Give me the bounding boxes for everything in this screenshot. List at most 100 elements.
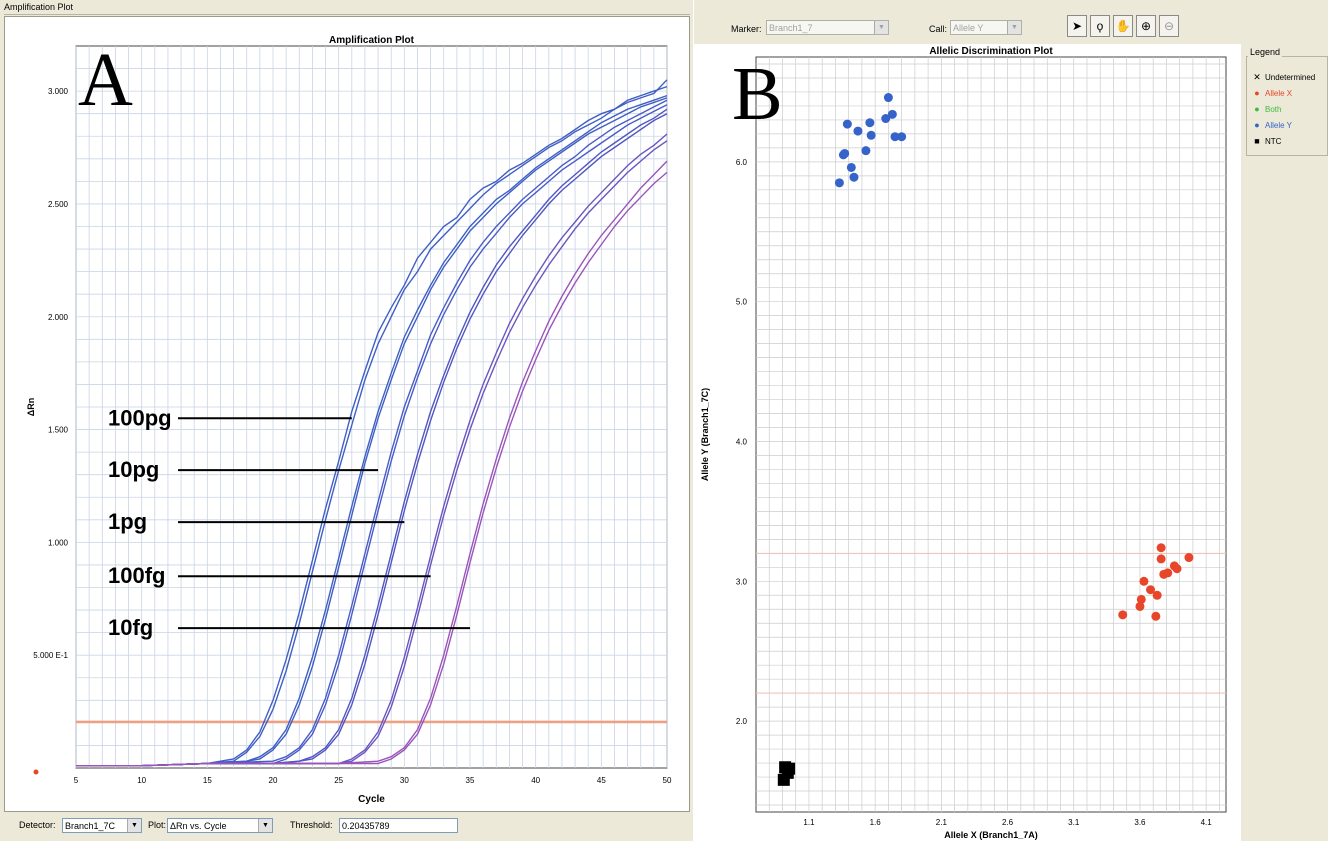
allele-y-point xyxy=(897,132,907,142)
amplification-footer: Detector: Branch1_7C ▼ Plot: ΔRn vs. Cyc… xyxy=(0,812,693,841)
allele-y-point xyxy=(890,132,900,142)
x-tick-label: 3.6 xyxy=(1134,818,1146,827)
x-tick-label: 3.1 xyxy=(1068,818,1080,827)
zoom-out-button[interactable]: ⊖ xyxy=(1159,15,1179,37)
allele-y-point xyxy=(883,93,893,103)
panel-label-a: A xyxy=(78,38,133,122)
legend-item-label: NTC xyxy=(1265,137,1282,146)
legend-item: ■ NTC xyxy=(1252,131,1282,146)
amplification-curve xyxy=(76,113,668,767)
allele-x-point xyxy=(1151,611,1161,621)
concentration-label: 100fg xyxy=(108,563,165,588)
allele-x-point xyxy=(1172,564,1182,574)
chart-title: Allelic Discrimination Plot xyxy=(929,46,1053,57)
lasso-button[interactable]: ϙ xyxy=(1090,15,1110,37)
marker-select[interactable]: Branch1_7 ▼ xyxy=(766,20,889,35)
y-tick-label: 4.0 xyxy=(736,437,748,446)
select-pointer-button[interactable]: ➤ xyxy=(1067,15,1087,37)
legend-item-label: Allele Y xyxy=(1265,121,1292,130)
concentration-label: 100pg xyxy=(108,405,172,430)
allele-y-point xyxy=(846,162,856,172)
chevron-down-icon: ▼ xyxy=(127,819,141,832)
x-tick-label: 15 xyxy=(203,776,212,785)
zoom-in-button[interactable]: ⊕ xyxy=(1136,15,1156,37)
call-select[interactable]: Allele Y ▼ xyxy=(950,20,1022,35)
allele-y-point xyxy=(840,148,850,158)
allele-x-point xyxy=(1146,585,1156,595)
threshold-input[interactable]: 0.20435789 xyxy=(339,818,458,833)
stray-point xyxy=(33,769,39,775)
x-tick-label: 50 xyxy=(663,776,672,785)
amplification-curve xyxy=(76,99,668,767)
ntc-point xyxy=(777,773,790,786)
legend-item: ✕ Undetermined xyxy=(1252,67,1316,82)
allele-y-point xyxy=(849,172,859,182)
x-tick-label: 20 xyxy=(269,776,278,785)
dot-icon: ● xyxy=(1254,120,1260,130)
legend-title: Legend xyxy=(1248,47,1283,57)
panel-label-b: B xyxy=(732,52,783,136)
allele-y-point xyxy=(834,178,844,188)
allele-x-point xyxy=(1163,568,1173,578)
x-axis-label: Cycle xyxy=(358,794,385,805)
amplification-curve xyxy=(76,85,668,767)
allele-y-point xyxy=(842,119,852,129)
pointer-icon: ➤ xyxy=(1071,19,1083,33)
x-tick-label: 10 xyxy=(137,776,146,785)
pan-button[interactable]: ✋ xyxy=(1113,15,1133,37)
y-tick-label: 3.0 xyxy=(736,577,748,586)
y-tick-label: 6.0 xyxy=(736,158,748,167)
threshold-label: Threshold: xyxy=(290,820,333,830)
allele-x-point xyxy=(1156,554,1166,564)
amplification-curve xyxy=(76,140,668,767)
legend-item-label: Undetermined xyxy=(1265,73,1316,82)
zoom-in-icon: ⊕ xyxy=(1140,19,1152,33)
concentration-label: 1pg xyxy=(108,509,147,534)
x-tick-label: 30 xyxy=(400,776,409,785)
amplification-curve xyxy=(76,133,668,767)
x-tick-label: 45 xyxy=(597,776,606,785)
hand-icon: ✋ xyxy=(1115,19,1131,33)
amplification-window-title: Amplification Plot xyxy=(4,0,690,15)
legend-sidebar: Legend ✕ Undetermined ● Allele X ● Both ● Allel… xyxy=(1242,44,1328,841)
x-axis-label: Allele X (Branch1_7A) xyxy=(944,830,1038,840)
call-value: Allele Y xyxy=(953,23,984,33)
y-tick-label: 1.500 xyxy=(48,426,69,435)
y-axis-label: ΔRn xyxy=(26,398,36,416)
y-tick-label: 2.500 xyxy=(48,200,69,209)
allele-y-point xyxy=(881,114,891,124)
x-mark-icon: ✕ xyxy=(1253,72,1261,82)
x-tick-label: 4.1 xyxy=(1201,818,1213,827)
dot-icon: ● xyxy=(1254,88,1260,98)
allelic-chart: Allelic Discrimination Plot 1.1 1.6 2.1 2.6 3… xyxy=(700,46,1227,840)
y-tick-label: 1.000 xyxy=(48,538,69,547)
amplification-curve xyxy=(76,94,668,767)
x-tick-label: 25 xyxy=(334,776,343,785)
lasso-icon: ϙ xyxy=(1096,19,1104,33)
amplification-curve xyxy=(76,171,668,767)
marker-label: Marker: xyxy=(731,24,762,34)
amplification-plot-panel: Amplification Plot Amplification Plot 5 10… xyxy=(0,0,693,841)
allele-y-point xyxy=(866,130,876,140)
amplification-curve xyxy=(76,108,668,767)
allele-x-point xyxy=(1139,576,1149,586)
ntc-point xyxy=(783,762,796,775)
allelic-discrimination-panel: Marker: Branch1_7 ▼ Call: Allele Y ▼ ➤ ϙ… xyxy=(694,0,1328,841)
call-label: Call: xyxy=(929,24,948,34)
concentration-label: 10fg xyxy=(108,615,153,640)
chevron-down-icon: ▼ xyxy=(258,819,272,832)
y-tick-label: 5.000 E-1 xyxy=(33,651,68,660)
detector-select[interactable]: Branch1_7C ▼ xyxy=(62,818,142,833)
allele-x-point xyxy=(1135,601,1145,611)
zoom-out-icon: ⊖ xyxy=(1163,19,1175,33)
amplification-chart: Amplification Plot 5 10 15 20 25 30 35 40 45 50 5.0… xyxy=(26,35,672,805)
allele-x-point xyxy=(1152,590,1162,600)
plot-value: ΔRn vs. Cycle xyxy=(170,821,227,831)
y-tick-label: 5.0 xyxy=(736,298,748,307)
legend-item: ● Both xyxy=(1252,99,1281,114)
y-tick-label: 3.000 xyxy=(48,87,69,96)
amplification-curve xyxy=(76,160,668,767)
plot-select[interactable]: ΔRn vs. Cycle ▼ xyxy=(167,818,273,833)
plot-label: Plot: xyxy=(148,820,167,830)
y-tick-label: 2.0 xyxy=(736,717,748,726)
